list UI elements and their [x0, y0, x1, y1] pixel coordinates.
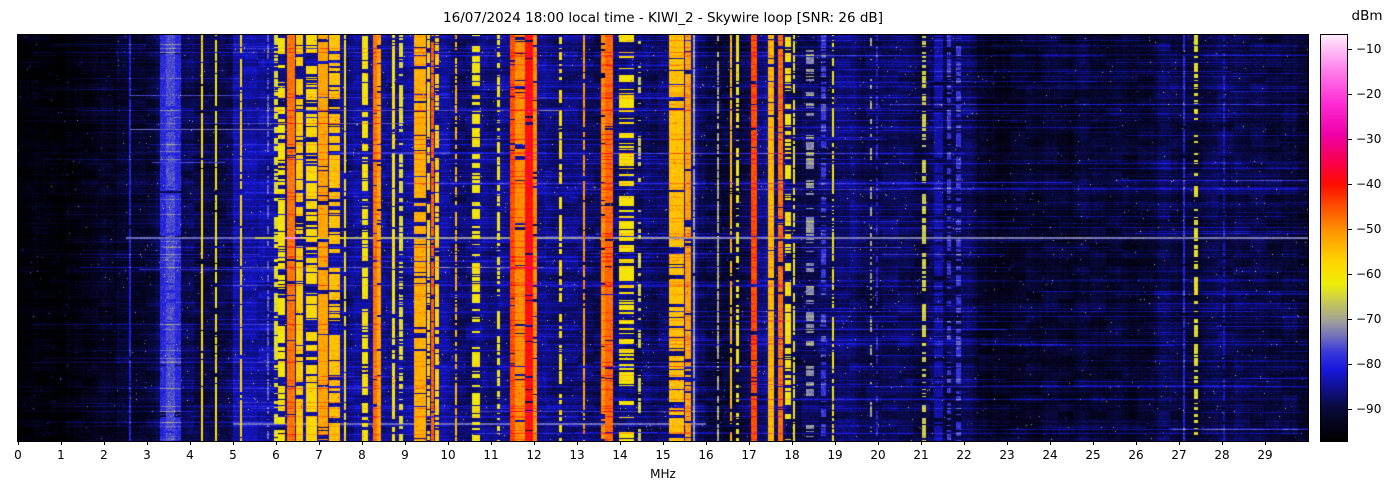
x-tick-mark — [921, 441, 922, 445]
colorbar-tick-label: −90 — [1356, 402, 1382, 417]
colorbar-tick-mark — [1348, 274, 1352, 276]
waterfall-heatmap — [17, 34, 1309, 442]
x-tick-mark — [362, 441, 363, 445]
x-tick-mark — [749, 441, 750, 445]
colorbar-ticks: −10 −20 −30 −40 −50 −60 −70 −80 −90 — [1348, 35, 1398, 441]
x-tick-label: 22 — [956, 448, 972, 462]
x-tick-label: 21 — [913, 448, 929, 462]
colorbar-tick-mark — [1348, 93, 1352, 95]
x-tick-label: 1 — [57, 448, 65, 462]
x-tick-label: 10 — [440, 448, 456, 462]
x-tick-label: 7 — [315, 448, 323, 462]
x-tick-mark — [18, 441, 19, 445]
x-tick-mark — [491, 441, 492, 445]
x-tick-mark — [1007, 441, 1008, 445]
x-tick-label: 28 — [1214, 448, 1230, 462]
colorbar-tick-mark — [1348, 138, 1352, 140]
colorbar-tick-label: −80 — [1356, 357, 1382, 372]
x-tick-label: 25 — [1085, 448, 1101, 462]
colorbar-tick-label: −40 — [1356, 176, 1382, 191]
x-tick-label: 0 — [14, 448, 22, 462]
x-tick-label: 6 — [272, 448, 280, 462]
x-tick-label: 2 — [100, 448, 108, 462]
x-tick-mark — [534, 441, 535, 445]
x-tick-label: 13 — [569, 448, 585, 462]
x-tick-label: 20 — [870, 448, 886, 462]
x-axis-label: MHz — [650, 467, 676, 481]
x-tick-mark — [1093, 441, 1094, 445]
colorbar-tick-mark — [1348, 183, 1352, 185]
x-tick-mark — [147, 441, 148, 445]
colorbar-tick-label: −70 — [1356, 312, 1382, 327]
x-tick-mark — [1136, 441, 1137, 445]
colorbar-tick-label: −60 — [1356, 267, 1382, 282]
x-tick-mark — [1050, 441, 1051, 445]
colorbar-tick-label: −10 — [1356, 41, 1382, 56]
x-tick-label: 4 — [186, 448, 194, 462]
x-tick-label: 15 — [655, 448, 671, 462]
x-tick-mark — [405, 441, 406, 445]
x-axis: 0 1 2 3 4 5 6 7 8 9 10 11 12 13 14 15 16 17 18 19 20 21 22 23 24… — [14, 441, 1308, 481]
colorbar-tick-mark — [1348, 48, 1352, 50]
x-tick-label: 19 — [827, 448, 843, 462]
x-tick-label: 26 — [1128, 448, 1144, 462]
x-tick-label: 24 — [1042, 448, 1058, 462]
x-tick-mark — [620, 441, 621, 445]
colorbar-tick-mark — [1348, 364, 1352, 366]
x-tick-mark — [964, 441, 965, 445]
x-tick-label: 29 — [1257, 448, 1273, 462]
x-tick-label: 5 — [229, 448, 237, 462]
colorbar-tick-label: −30 — [1356, 131, 1382, 146]
x-tick-label: 14 — [612, 448, 628, 462]
x-tick-mark — [835, 441, 836, 445]
x-tick-label: 9 — [401, 448, 409, 462]
x-tick-mark — [878, 441, 879, 445]
x-tick-mark — [792, 441, 793, 445]
colorbar-label: dBm — [1351, 8, 1383, 24]
x-tick-mark — [61, 441, 62, 445]
colorbar-tick-mark — [1348, 319, 1352, 321]
x-tick-label: 3 — [143, 448, 151, 462]
x-tick-label: 23 — [999, 448, 1015, 462]
x-tick-mark — [233, 441, 234, 445]
x-tick-mark — [190, 441, 191, 445]
x-tick-mark — [1222, 441, 1223, 445]
x-tick-label: 18 — [784, 448, 800, 462]
x-tick-label: 16 — [698, 448, 714, 462]
chart-title: 16/07/2024 18:00 local time - KIWI_2 - S… — [443, 10, 883, 26]
x-tick-label: 12 — [526, 448, 542, 462]
x-tick-label: 27 — [1171, 448, 1187, 462]
x-tick-mark — [448, 441, 449, 445]
colorbar-tick-label: −20 — [1356, 86, 1382, 101]
colorbar — [1320, 34, 1348, 442]
x-tick-label: 8 — [358, 448, 366, 462]
x-tick-mark — [706, 441, 707, 445]
x-tick-mark — [104, 441, 105, 445]
x-tick-label: 17 — [741, 448, 757, 462]
x-tick-mark — [663, 441, 664, 445]
x-tick-label: 11 — [483, 448, 499, 462]
colorbar-tick-label: −50 — [1356, 221, 1382, 236]
x-tick-mark — [1179, 441, 1180, 445]
colorbar-tick-mark — [1348, 409, 1352, 411]
colorbar-tick-mark — [1348, 228, 1352, 230]
x-tick-mark — [1265, 441, 1266, 445]
x-tick-mark — [319, 441, 320, 445]
x-tick-mark — [577, 441, 578, 445]
x-tick-mark — [276, 441, 277, 445]
